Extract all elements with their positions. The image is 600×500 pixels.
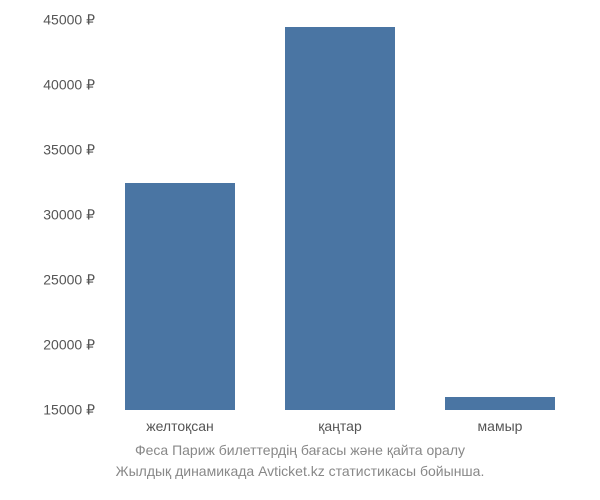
y-tick-label: 20000 ₽ <box>20 337 95 354</box>
caption-line-1: Феса Париж билеттердің бағасы және қайта… <box>0 440 600 461</box>
y-tick-label: 30000 ₽ <box>20 207 95 224</box>
y-tick-label: 25000 ₽ <box>20 272 95 289</box>
chart-caption: Феса Париж билеттердің бағасы және қайта… <box>0 440 600 482</box>
y-tick-label: 15000 ₽ <box>20 402 95 419</box>
bars-area <box>100 20 580 410</box>
x-axis-labels: желтоқсан қаңтар мамыр <box>100 418 580 438</box>
y-tick-label: 45000 ₽ <box>20 12 95 29</box>
plot-area: 15000 ₽20000 ₽25000 ₽30000 ₽35000 ₽40000… <box>100 20 580 410</box>
x-tick-label: мамыр <box>478 418 523 434</box>
y-tick-label: 35000 ₽ <box>20 142 95 159</box>
bar <box>285 27 395 411</box>
x-tick-label: қаңтар <box>318 418 361 434</box>
bar <box>445 397 555 410</box>
price-chart: 15000 ₽ 20000 ₽ 25000 ₽ 30000 ₽ 35000 ₽ 40000… <box>0 0 600 500</box>
y-tick-label: 40000 ₽ <box>20 77 95 94</box>
y-axis: 15000 ₽20000 ₽25000 ₽30000 ₽35000 ₽40000… <box>20 20 95 410</box>
x-tick-label: желтоқсан <box>146 418 214 434</box>
bar <box>125 183 235 411</box>
caption-line-2: Жылдық динамикада Avticket.kz статистика… <box>0 461 600 482</box>
